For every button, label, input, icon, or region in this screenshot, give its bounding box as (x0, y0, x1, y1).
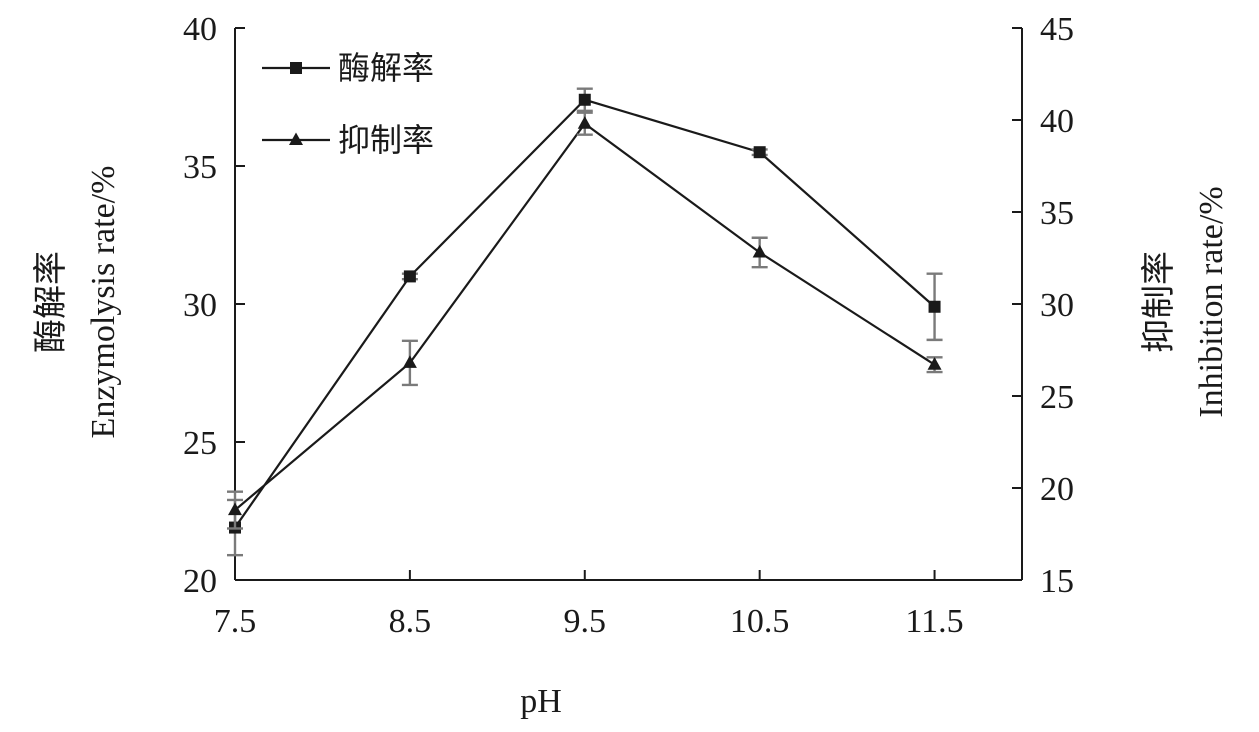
x-axis-tick-label: 10.5 (730, 603, 790, 640)
series-1 (227, 87, 943, 557)
data-point-triangle (228, 502, 242, 516)
data-point-triangle (402, 355, 417, 368)
data-point-square (578, 93, 591, 106)
x-axis-tick-label: 8.5 (389, 603, 432, 640)
series-2 (227, 111, 943, 530)
legend-item: 抑制率 (262, 121, 434, 159)
right-axis-tick-label: 35 (1040, 195, 1074, 232)
right-axis-tick-label: 45 (1040, 11, 1074, 48)
data-point-triangle (927, 357, 942, 370)
legend-item: 酶解率 (262, 49, 434, 87)
x-axis-tick-label: 9.5 (564, 603, 607, 640)
left-axis-title-cn: 酶解率 (32, 251, 70, 353)
x-axis-tick-label: 11.5 (905, 603, 963, 640)
legend-label: 酶解率 (338, 49, 434, 87)
right-axis-title-en: Inhibition rate/% (1193, 186, 1230, 417)
left-axis-tick-label: 20 (183, 563, 217, 600)
left-axis-tick-label: 40 (183, 11, 217, 48)
data-point-square (928, 300, 941, 313)
series-layer (227, 87, 943, 557)
x-axis-title: pH (520, 683, 562, 720)
data-point-square (753, 146, 766, 159)
x-axis-tick-label: 7.5 (214, 603, 257, 640)
left-axis-title-en: Enzymolysis rate/% (85, 166, 122, 439)
right-axis-tick-label: 15 (1040, 563, 1074, 600)
right-axis-title-cn: 抑制率 (1140, 251, 1178, 353)
left-axis-tick-label: 30 (183, 287, 217, 324)
series-line (234, 122, 936, 511)
series-line (234, 98, 936, 529)
data-point-triangle (752, 244, 767, 258)
data-point-square (403, 270, 416, 283)
ticks: 20 25 30 35 40 15 20 25 30 35 40 45 7.5 8.5 9.5 10.5 11.… (183, 11, 1074, 640)
right-axis-tick-label: 20 (1040, 471, 1074, 508)
data-point-triangle (577, 116, 592, 129)
legend-label: 抑制率 (338, 121, 434, 159)
right-axis-tick-label: 40 (1040, 103, 1074, 140)
legend-marker-square (290, 62, 302, 74)
left-axis-tick-label: 35 (183, 149, 217, 186)
legend-marker-triangle (289, 132, 303, 146)
left-axis-tick-label: 25 (183, 425, 217, 462)
axes (234, 28, 1023, 581)
right-axis-tick-label: 25 (1040, 379, 1074, 416)
right-axis-tick-label: 30 (1040, 287, 1074, 324)
